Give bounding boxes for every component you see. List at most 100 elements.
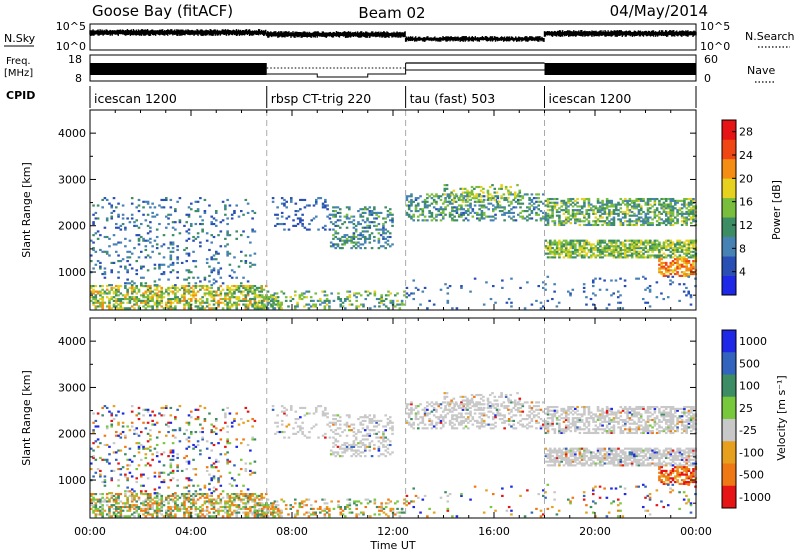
power-cell: [454, 200, 458, 203]
power-cell: [671, 209, 675, 212]
power-cell: [244, 260, 248, 263]
power-cell: [539, 301, 543, 304]
velocity-cell: [196, 513, 200, 516]
power-cell: [680, 271, 684, 274]
power-cell: [112, 234, 116, 237]
power-cell: [689, 243, 693, 246]
power-cell: [176, 290, 179, 293]
velocity-cell: [92, 511, 95, 514]
power-cell: [114, 243, 118, 246]
power-cell: [185, 278, 189, 281]
power-cell: [669, 247, 673, 250]
velocity-cell: [262, 515, 266, 518]
velocity-cell: [162, 464, 166, 467]
power-cell: [375, 211, 378, 215]
power-cell: [359, 247, 362, 250]
velocity-cell: [130, 425, 134, 428]
power-cell: [174, 305, 177, 308]
power-cell: [99, 267, 102, 270]
power-cell: [464, 217, 468, 220]
power-cell: [142, 239, 145, 242]
power-cell: [504, 187, 508, 190]
power-cell: [626, 250, 629, 253]
power-cell: [662, 267, 666, 270]
power-cell: [482, 204, 486, 207]
velocity-cell: [221, 509, 225, 512]
velocity-cell: [246, 494, 250, 498]
power-cell: [117, 297, 120, 301]
power-cell: [217, 303, 220, 306]
power-cell: [230, 294, 234, 297]
power-cell: [105, 296, 109, 299]
power-cell: [135, 269, 139, 272]
power-cell: [591, 292, 595, 295]
velocity-cell: [256, 515, 259, 518]
power-cell: [587, 205, 591, 208]
power-cell: [235, 237, 239, 240]
power-cell: [537, 208, 541, 211]
power-cell: [612, 216, 616, 219]
power-cell: [205, 297, 209, 301]
power-cell: [294, 213, 298, 216]
power-cell: [384, 294, 388, 297]
power-cell: [370, 211, 374, 215]
power-cell: [212, 307, 216, 310]
power-cell: [664, 261, 668, 265]
power-cell: [649, 256, 652, 259]
velocity-cell: [174, 513, 177, 516]
power-cell: [149, 288, 152, 291]
power-cell: [578, 205, 582, 208]
velocity-cell: [217, 477, 220, 480]
power-cell: [253, 307, 257, 310]
power-cell: [382, 228, 385, 231]
power-cell: [678, 199, 682, 202]
velocity-cell: [253, 515, 257, 518]
power-cell: [549, 241, 552, 244]
power-cell: [410, 204, 413, 207]
power-cell: [112, 290, 116, 293]
power-cell: [635, 203, 638, 206]
power-cell: [594, 294, 597, 297]
power-cell: [192, 239, 195, 242]
power-cell: [601, 247, 604, 250]
power-cell: [226, 198, 229, 202]
velocity-cell: [196, 498, 200, 501]
velocity-cell: [253, 500, 257, 503]
velocity-cell: [187, 509, 191, 512]
power-cell: [282, 292, 286, 295]
power-cell: [373, 206, 376, 209]
power-cell: [283, 198, 286, 202]
power-cell: [617, 239, 620, 242]
power-cell: [405, 296, 408, 299]
power-cell: [169, 241, 173, 244]
power-cell: [317, 197, 320, 200]
power-cell: [464, 211, 468, 215]
power-cell: [217, 252, 220, 255]
power-cell: [407, 208, 411, 211]
power-cell: [126, 256, 129, 259]
power-cell: [228, 296, 232, 299]
power-cell: [384, 247, 387, 250]
power-cell: [612, 212, 616, 215]
velocity-cell: [196, 418, 200, 421]
power-cell: [655, 245, 659, 248]
power-cell: [103, 301, 107, 304]
power-cell: [108, 301, 111, 304]
power-cell: [217, 261, 220, 265]
power-cell: [692, 199, 695, 202]
power-cell: [589, 209, 593, 212]
power-cell: [594, 277, 597, 280]
power-cell: [653, 201, 657, 204]
velocity-cell: [210, 498, 214, 501]
power-cell: [658, 243, 661, 246]
power-cell: [616, 301, 620, 304]
power-cell: [363, 206, 367, 209]
velocity-cell: [108, 509, 111, 512]
power-cell: [210, 258, 214, 261]
power-cell: [169, 198, 173, 202]
power-cell: [108, 254, 111, 257]
power-cell: [194, 210, 198, 213]
power-cell: [596, 254, 600, 257]
power-cell: [662, 203, 666, 206]
power-cell: [655, 248, 659, 252]
